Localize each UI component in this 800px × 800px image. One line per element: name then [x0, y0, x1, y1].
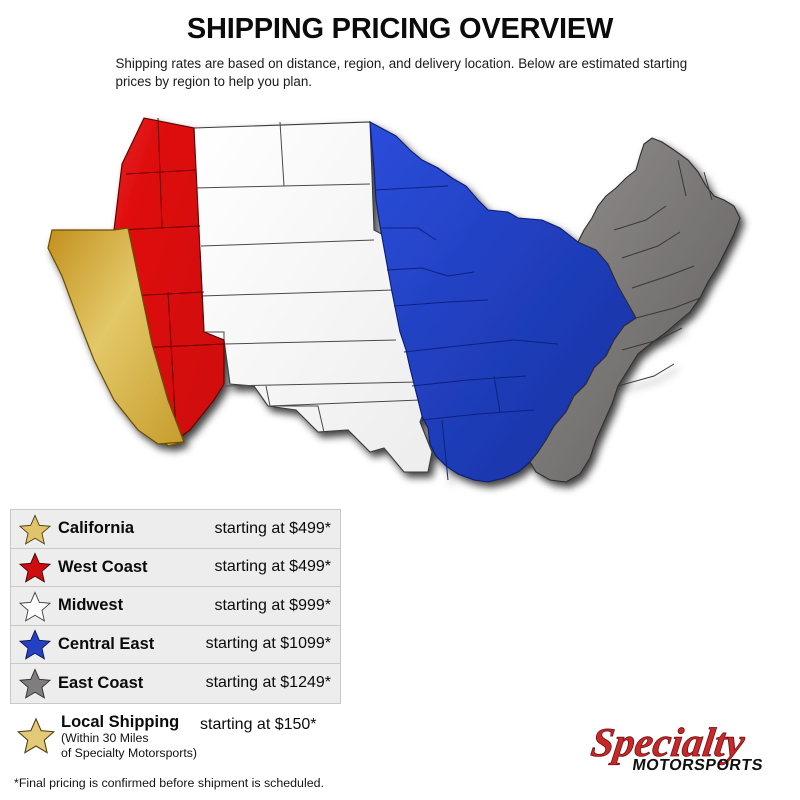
page-subtitle: Shipping rates are based on distance, re… — [115, 56, 688, 89]
page-title: SHIPPING PRICING OVERVIEW — [186, 13, 614, 45]
legend-label: Central East — [58, 634, 155, 653]
map-svg — [47, 117, 741, 483]
star-icon-gray — [18, 668, 52, 700]
legend-label: Midwest — [58, 596, 124, 615]
us-shipping-region-map — [18, 100, 788, 520]
specialty-motorsports-logo: Specialty MOTORSPORTS — [588, 719, 764, 774]
legend-price: starting at $1249* — [205, 674, 331, 692]
star-icon-blue — [18, 629, 52, 661]
legend-table: California starting at $499* West Coast … — [10, 509, 341, 704]
local-shipping-sub-line1: (Within 30 Miles — [61, 731, 149, 746]
star-icon-white — [18, 591, 52, 622]
legend-row-midwest[interactable]: Midwest starting at $999* — [11, 587, 340, 626]
legend-price: starting at $1099* — [205, 635, 331, 653]
map-region-midwest — [193, 121, 433, 473]
local-shipping-title: Local Shipping — [61, 713, 180, 731]
legend-price: starting at $999* — [214, 596, 331, 614]
legend-row-east-coast[interactable]: East Coast starting at $1249* — [11, 664, 340, 703]
star-icon-gold — [18, 514, 52, 545]
legend-row-california[interactable]: California starting at $499* — [11, 510, 340, 549]
legend-price: starting at $499* — [214, 519, 331, 537]
map-region-california — [47, 227, 185, 447]
legend-row-west-coast[interactable]: West Coast starting at $499* — [11, 549, 340, 587]
local-shipping-price: starting at $150* — [200, 716, 317, 733]
header: SHIPPING PRICING OVERVIEW Shipping rates… — [0, 0, 800, 91]
footnote: *Final pricing is confirmed before shipm… — [14, 776, 324, 790]
local-shipping-sub-line2: of Specialty Motorsports) — [61, 746, 197, 761]
map-region-central-east — [369, 121, 637, 483]
legend-label: California — [58, 519, 135, 538]
star-icon-gold — [17, 717, 55, 754]
legend-price: starting at $499* — [214, 558, 331, 576]
legend-row-central-east[interactable]: Central East starting at $1099* — [11, 626, 340, 664]
legend-label: East Coast — [58, 673, 144, 692]
logo-block-text: MOTORSPORTS — [631, 756, 764, 774]
legend-label: West Coast — [58, 557, 148, 576]
star-icon-red — [18, 552, 52, 584]
logo-script-text: Specialty — [589, 719, 749, 765]
map-region-east-coast — [529, 137, 741, 483]
local-shipping-row[interactable]: Local Shipping (Within 30 Miles of Speci… — [10, 713, 350, 761]
